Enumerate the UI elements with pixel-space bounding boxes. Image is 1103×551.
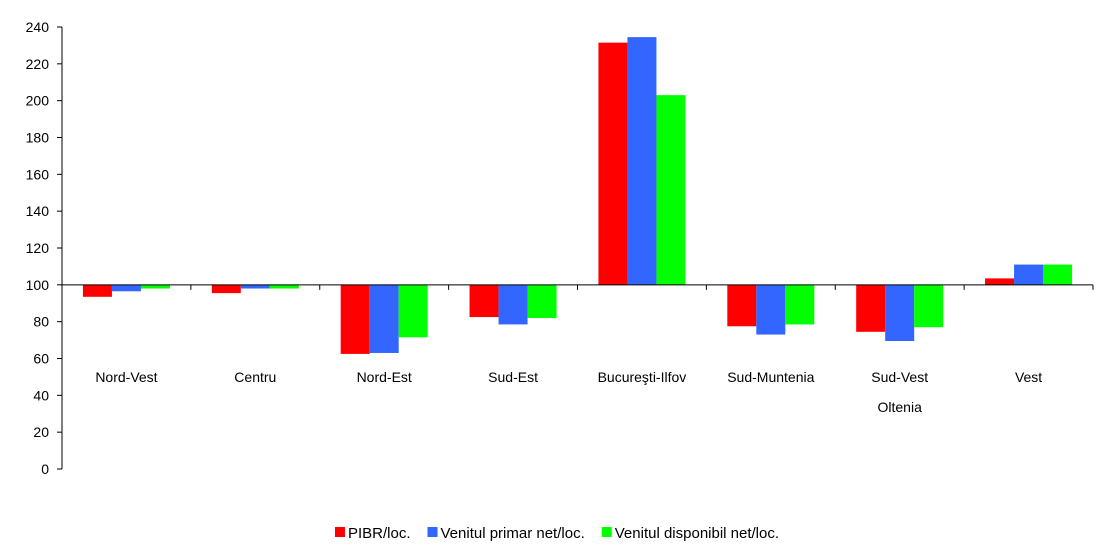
bar-3-1 [140,284,170,289]
category-label-5: Bucureşti-Ilfov [598,369,687,385]
category-label-1: Nord-Vest [95,369,157,385]
y-tick-label-40: 40 [33,387,49,403]
y-tick-label-140: 140 [26,203,50,219]
y-tick-label-160: 160 [26,166,50,182]
bar-3-4 [527,284,557,318]
bar-3-5 [656,95,686,285]
bar-3-6 [785,284,815,325]
category-label-line: Bucureşti-Ilfov [598,369,687,385]
y-tick-label-240: 240 [26,19,50,35]
bar-2-5 [627,37,657,285]
bar-1-5 [598,42,628,285]
bar-3-2 [269,284,299,289]
bar-3-3 [398,284,428,338]
bar-1-8 [985,278,1015,285]
category-label-line: Vest [1015,369,1042,385]
category-label-line: Sud-Vest [871,369,928,385]
category-label-8: Vest [1015,369,1042,385]
category-labels: Nord-Vest Centru Nord-Est Sud-Est Bucureşti-… [95,369,1042,415]
bar-3-8 [1043,264,1073,285]
y-tick-label-220: 220 [26,56,50,72]
category-label-4: Sud-Est [488,369,538,385]
bar-2-2 [240,284,270,289]
bar-1-6 [727,284,757,327]
bar-2-6 [756,284,786,335]
axes-layer [57,26,1094,470]
y-tick-label-0: 0 [41,461,49,477]
y-tick-label-200: 200 [26,93,50,109]
legend-label-1: PIBR/loc. [348,525,411,542]
bar-2-1 [111,284,141,292]
legend-swatch-1 [334,527,345,537]
bar-3-7 [914,284,944,328]
category-label-7: Sud-Vest Oltenia [871,369,928,415]
y-tick-label-60: 60 [33,351,49,367]
y-tick-label-100: 100 [26,277,50,293]
y-tick-labels: 0 20 40 60 80 100 120 140 160 180 200 220 240 [26,19,50,477]
category-label-line: Nord-Vest [95,369,157,385]
category-label-line: Nord-Est [357,369,412,385]
legend: PIBR/loc. Venitul primar net/loc. Venitul … [334,525,779,542]
bars-layer [82,37,1073,354]
bar-1-1 [82,284,112,297]
bar-2-4 [498,284,528,325]
bar-2-3 [369,284,399,353]
category-label-line: Centru [234,369,276,385]
category-label-line: Oltenia [878,399,923,415]
category-label-3: Nord-Est [357,369,412,385]
bar-1-2 [211,284,241,294]
y-tick-label-120: 120 [26,240,50,256]
legend-label-2: Venitul primar net/loc. [441,525,585,542]
bar-2-8 [1014,264,1044,285]
category-label-line: Sud-Est [488,369,538,385]
category-label-6: Sud-Muntenia [727,369,814,385]
y-tick-label-20: 20 [33,424,49,440]
y-tick-label-80: 80 [33,314,49,330]
y-tick-label-180: 180 [26,130,50,146]
legend-label-3: Venitul disponibil net/loc. [615,525,779,542]
bar-1-3 [340,284,370,354]
category-label-2: Centru [234,369,276,385]
legend-swatch-2 [427,527,438,537]
bar-2-7 [885,284,915,342]
legend-swatch-3 [601,527,612,537]
category-label-line: Sud-Muntenia [727,369,814,385]
bar-1-4 [469,284,499,318]
bar-1-7 [856,284,886,332]
